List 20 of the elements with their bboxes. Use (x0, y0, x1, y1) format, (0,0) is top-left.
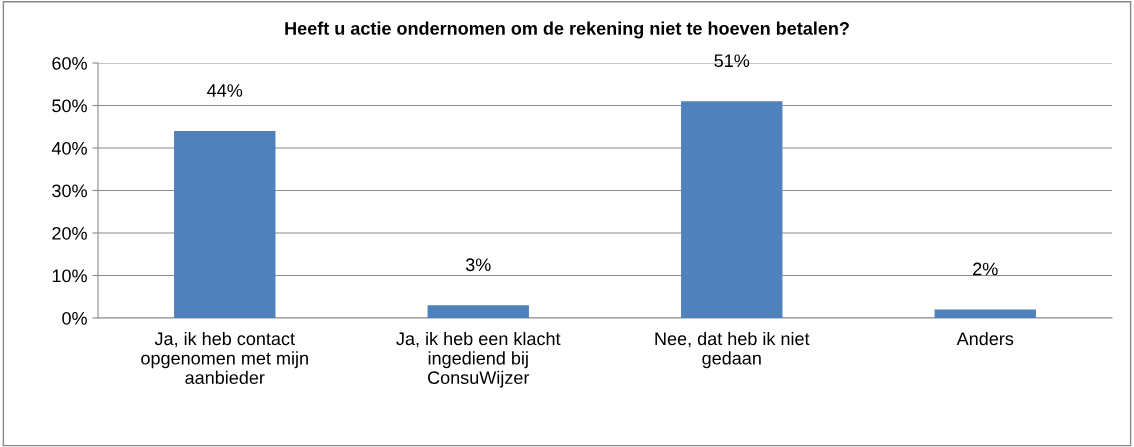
y-tick-label: 0% (62, 311, 87, 325)
x-tick-label: Anders (956, 331, 1014, 346)
y-tick-label: 40% (51, 141, 87, 155)
x-tick-label: Ja, ik heb een klacht ingediend bij ConsuWijzer (396, 331, 561, 388)
x-tick-label: Ja, ik heb contact opgenomen met mijn aanbieder (141, 331, 308, 385)
data-label: 2% (973, 262, 998, 276)
bar (681, 101, 783, 318)
data-label: 44% (207, 84, 243, 97)
bar (427, 305, 529, 318)
y-tick-label: 20% (52, 226, 87, 240)
y-tick-label: 30% (52, 184, 87, 198)
bar (934, 309, 1036, 318)
bar (174, 131, 276, 318)
x-tick-label: Nee, dat heb ik niet gedaan (655, 331, 810, 369)
data-label: 3% (465, 258, 491, 272)
data-label: 51% (714, 54, 750, 68)
y-tick-label: 50% (52, 99, 87, 113)
y-tick-label: 10% (52, 269, 87, 283)
chart-title: Heeft u actie ondernomen om de rekening niet te hoeven betalen? (285, 21, 849, 39)
y-tick-label: 60% (52, 56, 87, 70)
